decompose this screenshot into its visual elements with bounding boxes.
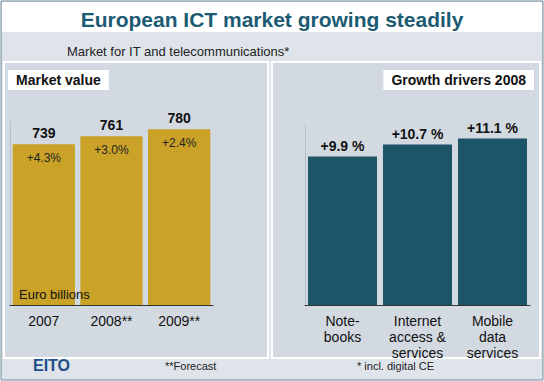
svg-text:+11.1 %: +11.1 % (467, 120, 519, 136)
svg-text:2008**: 2008** (90, 313, 133, 329)
svg-text:data: data (479, 329, 506, 345)
svg-text:Internet: Internet (394, 313, 442, 329)
svg-text:Market value: Market value (16, 72, 101, 88)
svg-text:books: books (324, 329, 361, 345)
svg-text:+2.4%: +2.4% (162, 136, 197, 150)
svg-text:Note-: Note- (325, 313, 360, 329)
svg-text:Mobile: Mobile (472, 313, 513, 329)
svg-text:European ICT market growing st: European ICT market growing steadily (81, 8, 464, 31)
svg-text:Market for IT and telecommunic: Market for IT and telecommunications* (67, 44, 289, 59)
svg-text:**Forecast: **Forecast (165, 360, 216, 372)
svg-text:2009**: 2009** (158, 313, 201, 329)
svg-text:Growth drivers 2008: Growth drivers 2008 (391, 72, 526, 88)
svg-text:739: 739 (32, 125, 56, 141)
svg-text:services: services (391, 345, 444, 361)
svg-text:services: services (467, 345, 518, 361)
svg-text:2007: 2007 (28, 313, 59, 329)
svg-text:+10.7 %: +10.7 % (392, 126, 444, 142)
svg-text:780: 780 (167, 110, 191, 126)
svg-text:* incl. digital CE: * incl. digital CE (357, 360, 434, 372)
svg-text:761: 761 (100, 117, 124, 133)
svg-text:+9.9 %: +9.9 % (321, 138, 366, 154)
svg-text:EITO: EITO (33, 357, 70, 374)
svg-text:Euro billions: Euro billions (19, 287, 90, 302)
svg-text:+4.3%: +4.3% (27, 151, 62, 165)
svg-text:+3.0%: +3.0% (94, 143, 129, 157)
svg-text:access &: access & (389, 329, 446, 345)
